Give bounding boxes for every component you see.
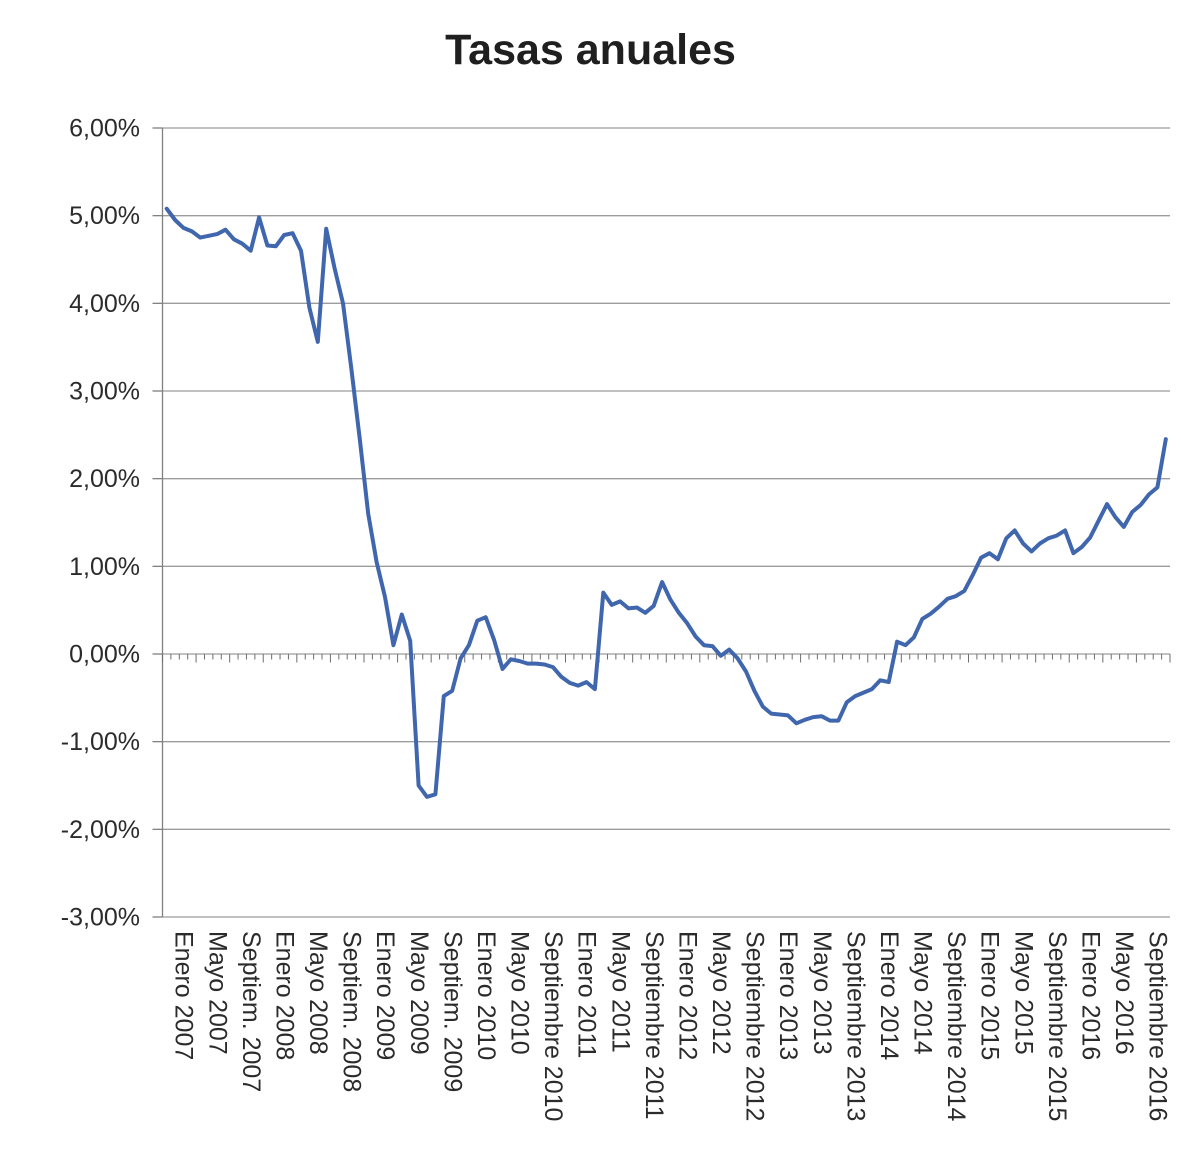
x-axis-tick-label: Mayo 2015 — [1009, 931, 1037, 1055]
annual-rate-series-line — [164, 206, 1168, 799]
x-axis-tick-label: Enero 2014 — [875, 931, 903, 1060]
y-axis-tick-label: -3,00% — [61, 904, 140, 932]
x-axis-tick-label: Enero 2011 — [573, 931, 601, 1058]
x-axis-tick-label: Enero 2012 — [673, 931, 701, 1060]
x-axis-tick-label: Mayo 2009 — [405, 931, 433, 1055]
x-axis-tick-label: Enero 2010 — [472, 931, 500, 1060]
y-axis-tick-label: -2,00% — [61, 816, 140, 844]
x-axis-tick-label: Septiembre 2011 — [640, 931, 668, 1120]
x-axis-tick-label: Mayo 2016 — [1110, 931, 1138, 1055]
x-axis-tick-label: Septiembre 2016 — [1144, 931, 1172, 1121]
x-axis-tick-label: Septiembre 2012 — [741, 931, 769, 1121]
y-axis-tick-label: 4,00% — [69, 290, 140, 318]
x-axis-tick-label: Septiem. 2009 — [438, 931, 466, 1092]
x-axis-tick-label: Mayo 2014 — [909, 931, 937, 1055]
x-axis-tick-label: Septiembre 2013 — [841, 931, 869, 1121]
x-axis-tick-label: Septiembre 2015 — [1043, 931, 1071, 1121]
x-axis-tick-label: Mayo 2007 — [203, 931, 231, 1055]
x-axis-tick-label: Enero 2008 — [270, 931, 298, 1060]
y-axis-tick-label: 6,00% — [69, 115, 140, 143]
y-axis-tick-label: 5,00% — [69, 202, 140, 230]
x-axis-tick-label: Mayo 2011 — [606, 931, 634, 1053]
x-axis-tick-label: Mayo 2008 — [304, 931, 332, 1055]
x-axis-tick-label: Enero 2013 — [774, 931, 802, 1060]
x-axis-tick-label: Mayo 2010 — [506, 931, 534, 1055]
x-axis-tick-label: Mayo 2012 — [707, 931, 735, 1055]
y-axis-tick-label: 2,00% — [69, 465, 140, 493]
x-axis-tick-label: Enero 2007 — [170, 931, 198, 1060]
y-axis-tick-label: -1,00% — [61, 728, 140, 756]
x-axis-tick-label: Mayo 2013 — [808, 931, 836, 1055]
x-axis-tick-label: Septiembre 2014 — [942, 931, 970, 1122]
chart-title: Tasas anuales — [445, 26, 736, 74]
x-axis-tick-label: Enero 2009 — [371, 931, 399, 1060]
y-axis-tick-label: 0,00% — [69, 641, 140, 669]
y-axis-tick-label: 1,00% — [69, 553, 140, 581]
x-axis-tick-label: Septiem. 2008 — [338, 931, 366, 1092]
x-axis-tick-label: Septiembre 2010 — [539, 931, 567, 1121]
x-axis-tick-label: Septiem. 2007 — [237, 931, 265, 1092]
x-axis-tick-label: Enero 2015 — [976, 931, 1004, 1060]
x-axis-tick-label: Enero 2016 — [1076, 931, 1104, 1060]
y-axis-tick-label: 3,00% — [69, 378, 140, 406]
